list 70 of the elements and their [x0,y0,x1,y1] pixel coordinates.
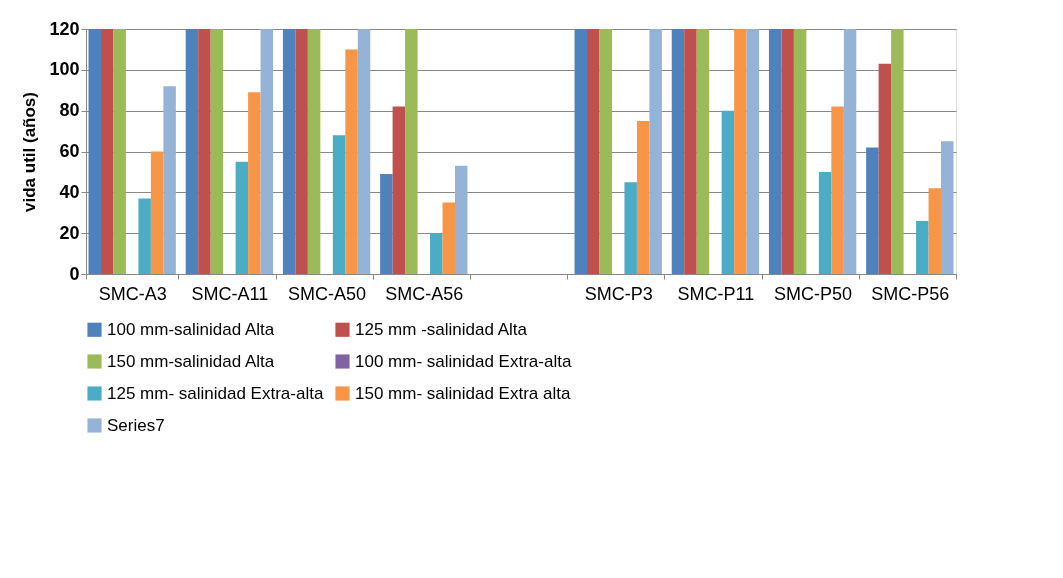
bar [185,29,199,274]
bar [454,165,468,274]
bar [649,29,662,274]
bar [624,182,637,274]
bar [768,29,782,274]
y-tick-label: 60 [59,141,80,161]
bar [332,135,346,274]
bar [138,198,151,274]
bar [357,29,371,274]
legend-label: 125 mm- salinidad Extra-alta [107,383,324,403]
bar [210,29,224,274]
bar [746,29,760,274]
bar [599,29,612,274]
bar [891,29,904,274]
bar [793,29,807,274]
bar [282,29,296,274]
bar [345,49,358,274]
bar [684,29,697,274]
bar [636,120,650,274]
legend-label: 100 mm- salinidad Extra-alta [355,351,572,371]
bar [405,29,418,274]
bar [198,29,211,274]
x-tick-label: SMC-P11 [677,283,755,304]
x-tick-label: SMC-P56 [871,283,950,304]
legend-label: 100 mm-salinidad Alta [107,319,275,339]
bar [295,29,308,274]
y-tick-label: 40 [59,181,80,202]
legend-label: Series7 [107,415,165,435]
bar [260,29,274,274]
bar [235,161,249,274]
bar [781,29,794,274]
bar [878,63,892,274]
legend-label: 125 mm -salinidad Alta [355,319,528,339]
bar [150,151,164,274]
bar [574,29,588,274]
bar [100,29,114,274]
bar [430,233,443,274]
bar [671,29,685,274]
bar [380,173,393,274]
bar [587,29,600,274]
y-tick-label: 100 [49,59,80,80]
bar [843,29,857,274]
bar [941,141,954,274]
bar [928,188,942,274]
y-tick-label: 80 [59,100,80,121]
bar [916,220,929,274]
legend-label: 150 mm-salinidad Alta [107,351,275,371]
bar [248,92,261,274]
bar [696,29,710,274]
bar [818,171,832,274]
bar [113,29,126,274]
legend-label: 150 mm- salinidad Extra alta [355,383,571,403]
y-tick-label: 0 [69,263,80,284]
x-tick-label: SMC-A11 [191,283,269,304]
bar [866,147,879,274]
y-tick-label: 20 [59,222,80,243]
bar [831,106,844,274]
y-tick-label: 120 [49,18,80,39]
bar [734,29,747,274]
y-axis-title: vida util (años) [20,92,40,212]
x-tick-label: SMC-A3 [98,283,167,304]
bar [392,106,406,274]
x-tick-label: SMC-P3 [584,283,653,304]
bar [163,86,176,274]
bar [307,29,321,274]
x-tick-label: SMC-P50 [774,283,853,304]
x-tick-label: SMC-A50 [288,283,367,304]
bar [442,202,455,274]
x-tick-label: SMC-A56 [385,283,464,304]
bar [721,110,735,274]
